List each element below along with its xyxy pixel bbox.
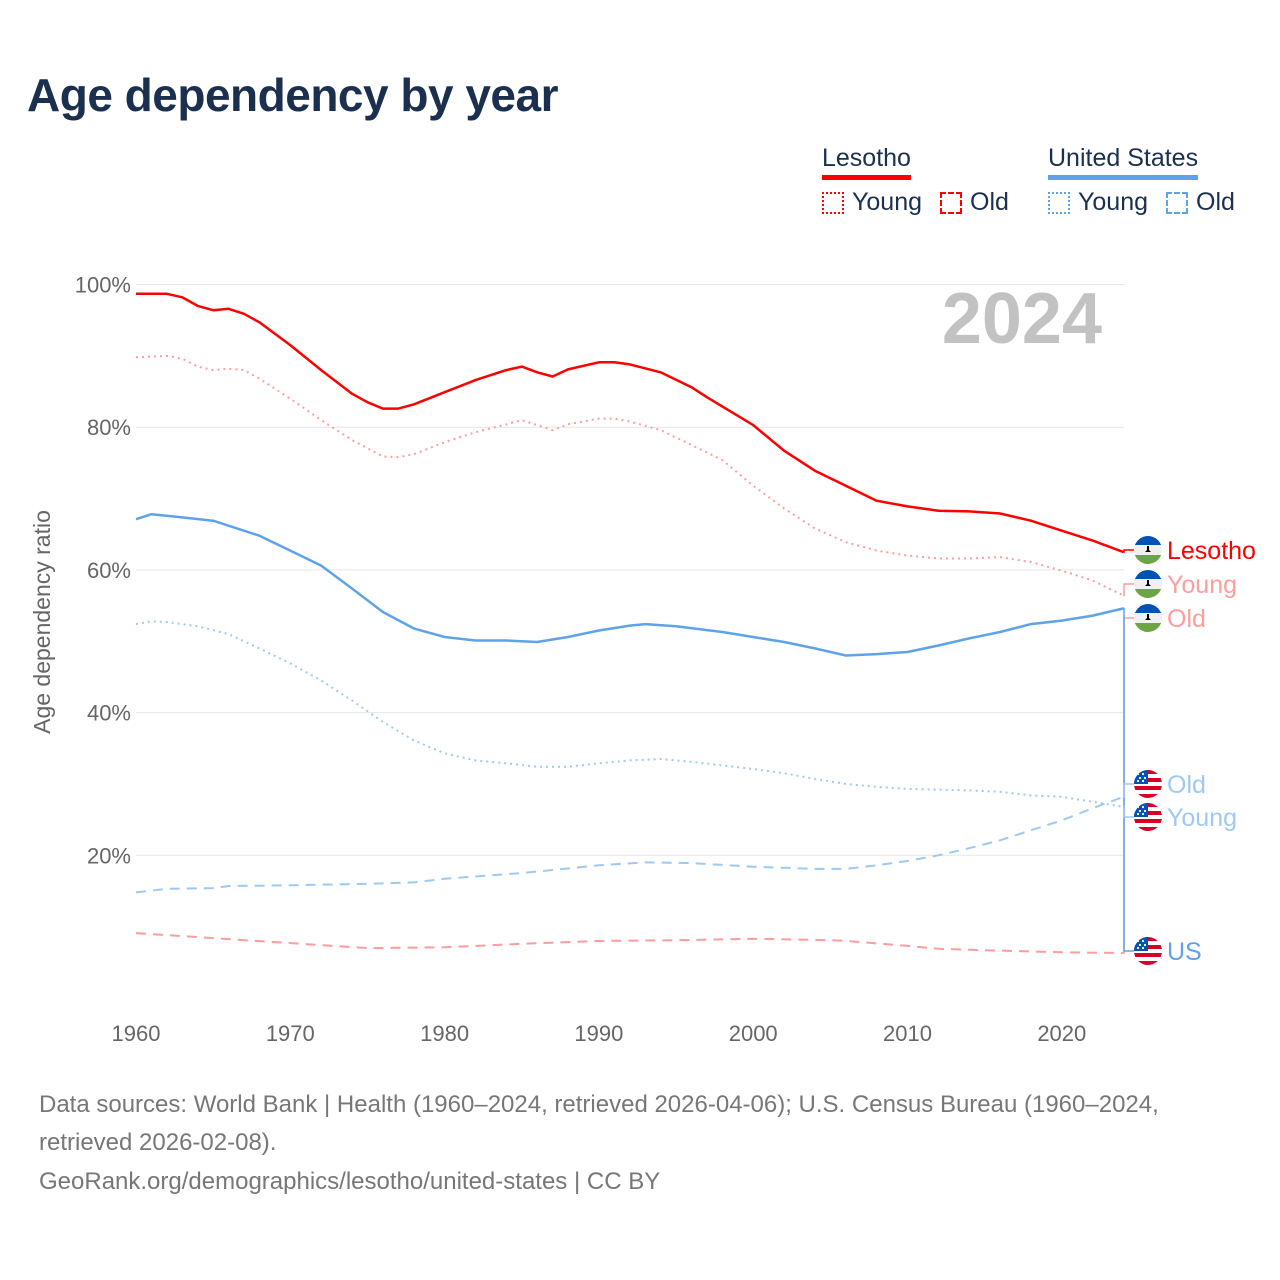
x-tick-label: 1970 <box>266 1021 315 1046</box>
legend-lesotho[interactable]: Lesotho Young Old <box>822 144 1027 217</box>
legend-dotted-swatch <box>1048 191 1070 214</box>
legend-dotted-swatch <box>822 191 844 214</box>
label-connector <box>1123 607 1134 952</box>
us-flag-icon <box>1134 937 1162 965</box>
legend-lesotho-label: Lesotho <box>822 144 911 180</box>
legend-old-label: Old <box>970 188 1009 216</box>
y-tick-label: 40% <box>87 701 131 726</box>
x-tick-label: 1960 <box>112 1021 161 1046</box>
series-end-label: Young <box>1167 571 1237 599</box>
us-flag-icon <box>1134 770 1162 798</box>
series-end-label: Young <box>1167 804 1237 832</box>
x-tick-label: 2010 <box>883 1021 932 1046</box>
legend-united-states-label: United States <box>1048 144 1199 180</box>
credit-link[interactable]: GeoRank.org/demographics/lesotho/united-… <box>39 1168 661 1195</box>
label-connector <box>1123 783 1134 798</box>
lesotho-flag-icon <box>1134 604 1162 632</box>
legend-young-label: Young <box>1078 188 1148 216</box>
series-line-united-states-young <box>135 620 1124 808</box>
y-tick-label: 60% <box>87 558 131 583</box>
series-end-label: US <box>1167 938 1202 966</box>
series-end-label: Old <box>1167 605 1206 633</box>
year-watermark: 2024 <box>942 279 1102 359</box>
series-end-label: Lesotho <box>1167 537 1256 565</box>
label-connector <box>1123 583 1134 597</box>
series-line-lesotho-old <box>135 932 1124 954</box>
x-tick-label: 1990 <box>574 1021 623 1046</box>
label-connector <box>1123 617 1134 954</box>
label-connector <box>1123 806 1134 818</box>
legend-united-states[interactable]: United States Young Old <box>1048 144 1253 217</box>
lesotho-flag-icon <box>1134 570 1162 598</box>
chart-title: Age dependency by year <box>27 69 558 121</box>
legend-dashed-swatch <box>1166 191 1188 214</box>
series-line-lesotho-young <box>135 354 1124 597</box>
data-sources: Data sources: World Bank | Health (1960–… <box>39 1091 1159 1156</box>
label-connector <box>1123 549 1134 553</box>
x-tick-label: 1980 <box>420 1021 469 1046</box>
x-tick-label: 2000 <box>729 1021 778 1046</box>
series-line-lesotho <box>136 292 1124 554</box>
legend-dashed-swatch <box>940 191 962 214</box>
series-end-label: Old <box>1167 771 1206 799</box>
legend-young-label: Young <box>852 188 922 216</box>
x-tick-label: 2020 <box>1037 1021 1086 1046</box>
y-axis-label: Age dependency ratio <box>29 510 55 734</box>
us-flag-icon <box>1134 803 1162 831</box>
series-line-united-states-old <box>135 795 1124 894</box>
y-tick-label: 100% <box>75 273 131 298</box>
y-tick-label: 80% <box>87 415 131 440</box>
y-tick-label: 20% <box>87 843 131 868</box>
line-chart: 20% 40% 60% 80% 100% 1960 1970 1980 1990 2000 2010… <box>29 273 1256 1047</box>
series-line-united-states <box>135 512 1124 657</box>
legend-old-label: Old <box>1196 188 1235 216</box>
lesotho-flag-icon <box>1134 536 1162 564</box>
